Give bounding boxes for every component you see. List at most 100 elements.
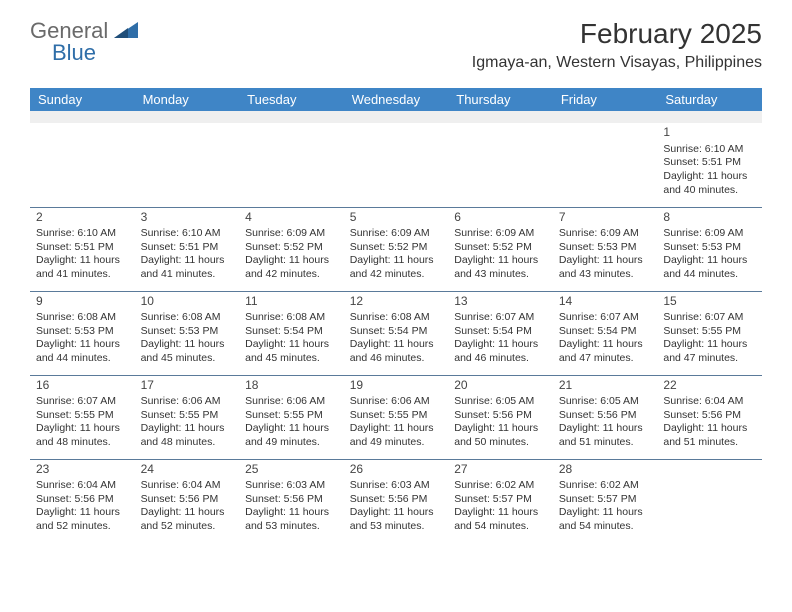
day-cell: 7Sunrise: 6:09 AMSunset: 5:53 PMDaylight… [553,207,658,291]
day-number: 17 [141,378,234,394]
day-cell: 13Sunrise: 6:07 AMSunset: 5:54 PMDayligh… [448,291,553,375]
day-cell [344,123,449,207]
sunrise-line: Sunrise: 6:07 AM [663,311,756,325]
day-cell: 22Sunrise: 6:04 AMSunset: 5:56 PMDayligh… [657,375,762,459]
daylight-line: Daylight: 11 hours and 48 minutes. [36,422,129,449]
sunset-line: Sunset: 5:54 PM [454,325,547,339]
day-number: 5 [350,210,443,226]
sunset-line: Sunset: 5:52 PM [350,241,443,255]
sunrise-line: Sunrise: 6:07 AM [559,311,652,325]
daylight-line: Daylight: 11 hours and 54 minutes. [454,506,547,533]
sunset-line: Sunset: 5:55 PM [141,409,234,423]
day-number: 9 [36,294,129,310]
sunrise-line: Sunrise: 6:08 AM [36,311,129,325]
day-cell [239,123,344,207]
day-number: 20 [454,378,547,394]
brand-blue: Blue [52,40,96,66]
daylight-line: Daylight: 11 hours and 47 minutes. [663,338,756,365]
daylight-line: Daylight: 11 hours and 52 minutes. [141,506,234,533]
day-cell: 6Sunrise: 6:09 AMSunset: 5:52 PMDaylight… [448,207,553,291]
day-number: 7 [559,210,652,226]
daylight-line: Daylight: 11 hours and 41 minutes. [141,254,234,281]
brand-triangle-icon [114,20,138,43]
daylight-line: Daylight: 11 hours and 43 minutes. [454,254,547,281]
day-cell: 14Sunrise: 6:07 AMSunset: 5:54 PMDayligh… [553,291,658,375]
day-number: 12 [350,294,443,310]
week-row: 1Sunrise: 6:10 AMSunset: 5:51 PMDaylight… [30,123,762,207]
sunrise-line: Sunrise: 6:04 AM [141,479,234,493]
sunset-line: Sunset: 5:51 PM [141,241,234,255]
sunrise-line: Sunrise: 6:06 AM [245,395,338,409]
day-number: 25 [245,462,338,478]
sunset-line: Sunset: 5:56 PM [559,409,652,423]
day-number: 24 [141,462,234,478]
day-cell: 24Sunrise: 6:04 AMSunset: 5:56 PMDayligh… [135,459,240,543]
day-cell [30,123,135,207]
daylight-line: Daylight: 11 hours and 42 minutes. [350,254,443,281]
sunset-line: Sunset: 5:52 PM [454,241,547,255]
sunset-line: Sunset: 5:55 PM [350,409,443,423]
daylight-line: Daylight: 11 hours and 51 minutes. [559,422,652,449]
day-number: 23 [36,462,129,478]
daylight-line: Daylight: 11 hours and 44 minutes. [36,338,129,365]
daylight-line: Daylight: 11 hours and 51 minutes. [663,422,756,449]
sunset-line: Sunset: 5:52 PM [245,241,338,255]
day-number: 10 [141,294,234,310]
day-cell: 5Sunrise: 6:09 AMSunset: 5:52 PMDaylight… [344,207,449,291]
brand-logo: General Blue [30,18,140,44]
header: General Blue February 2025 Igmaya-an, We… [0,0,792,80]
sunset-line: Sunset: 5:54 PM [245,325,338,339]
day-cell: 3Sunrise: 6:10 AMSunset: 5:51 PMDaylight… [135,207,240,291]
week-row: 9Sunrise: 6:08 AMSunset: 5:53 PMDaylight… [30,291,762,375]
sunrise-line: Sunrise: 6:08 AM [350,311,443,325]
title-block: February 2025 Igmaya-an, Western Visayas… [472,18,762,72]
week-row: 16Sunrise: 6:07 AMSunset: 5:55 PMDayligh… [30,375,762,459]
weekday-header-row: Sunday Monday Tuesday Wednesday Thursday… [30,88,762,111]
day-number: 8 [663,210,756,226]
daylight-line: Daylight: 11 hours and 53 minutes. [245,506,338,533]
daylight-line: Daylight: 11 hours and 46 minutes. [454,338,547,365]
day-number: 19 [350,378,443,394]
day-number: 4 [245,210,338,226]
col-wednesday: Wednesday [344,88,449,111]
daylight-line: Daylight: 11 hours and 54 minutes. [559,506,652,533]
sunrise-line: Sunrise: 6:04 AM [36,479,129,493]
day-cell: 10Sunrise: 6:08 AMSunset: 5:53 PMDayligh… [135,291,240,375]
daylight-line: Daylight: 11 hours and 49 minutes. [245,422,338,449]
sunrise-line: Sunrise: 6:08 AM [141,311,234,325]
sunrise-line: Sunrise: 6:04 AM [663,395,756,409]
day-cell: 26Sunrise: 6:03 AMSunset: 5:56 PMDayligh… [344,459,449,543]
daylight-line: Daylight: 11 hours and 45 minutes. [141,338,234,365]
day-cell: 11Sunrise: 6:08 AMSunset: 5:54 PMDayligh… [239,291,344,375]
day-cell: 19Sunrise: 6:06 AMSunset: 5:55 PMDayligh… [344,375,449,459]
sunrise-line: Sunrise: 6:10 AM [36,227,129,241]
sunrise-line: Sunrise: 6:09 AM [454,227,547,241]
day-number: 15 [663,294,756,310]
day-cell: 15Sunrise: 6:07 AMSunset: 5:55 PMDayligh… [657,291,762,375]
daylight-line: Daylight: 11 hours and 42 minutes. [245,254,338,281]
sunset-line: Sunset: 5:53 PM [559,241,652,255]
day-cell: 8Sunrise: 6:09 AMSunset: 5:53 PMDaylight… [657,207,762,291]
daylight-line: Daylight: 11 hours and 50 minutes. [454,422,547,449]
sunrise-line: Sunrise: 6:10 AM [663,143,756,157]
daylight-line: Daylight: 11 hours and 45 minutes. [245,338,338,365]
daylight-line: Daylight: 11 hours and 44 minutes. [663,254,756,281]
sunset-line: Sunset: 5:57 PM [559,493,652,507]
day-cell: 28Sunrise: 6:02 AMSunset: 5:57 PMDayligh… [553,459,658,543]
sunset-line: Sunset: 5:51 PM [36,241,129,255]
day-number: 6 [454,210,547,226]
day-cell: 17Sunrise: 6:06 AMSunset: 5:55 PMDayligh… [135,375,240,459]
sunset-line: Sunset: 5:56 PM [350,493,443,507]
daylight-line: Daylight: 11 hours and 53 minutes. [350,506,443,533]
day-number: 13 [454,294,547,310]
sunset-line: Sunset: 5:56 PM [245,493,338,507]
col-saturday: Saturday [657,88,762,111]
spacer-row [30,111,762,123]
col-thursday: Thursday [448,88,553,111]
sunset-line: Sunset: 5:56 PM [663,409,756,423]
sunrise-line: Sunrise: 6:05 AM [559,395,652,409]
daylight-line: Daylight: 11 hours and 40 minutes. [663,170,756,197]
sunrise-line: Sunrise: 6:06 AM [350,395,443,409]
sunrise-line: Sunrise: 6:02 AM [559,479,652,493]
calendar-body: 1Sunrise: 6:10 AMSunset: 5:51 PMDaylight… [30,123,762,543]
